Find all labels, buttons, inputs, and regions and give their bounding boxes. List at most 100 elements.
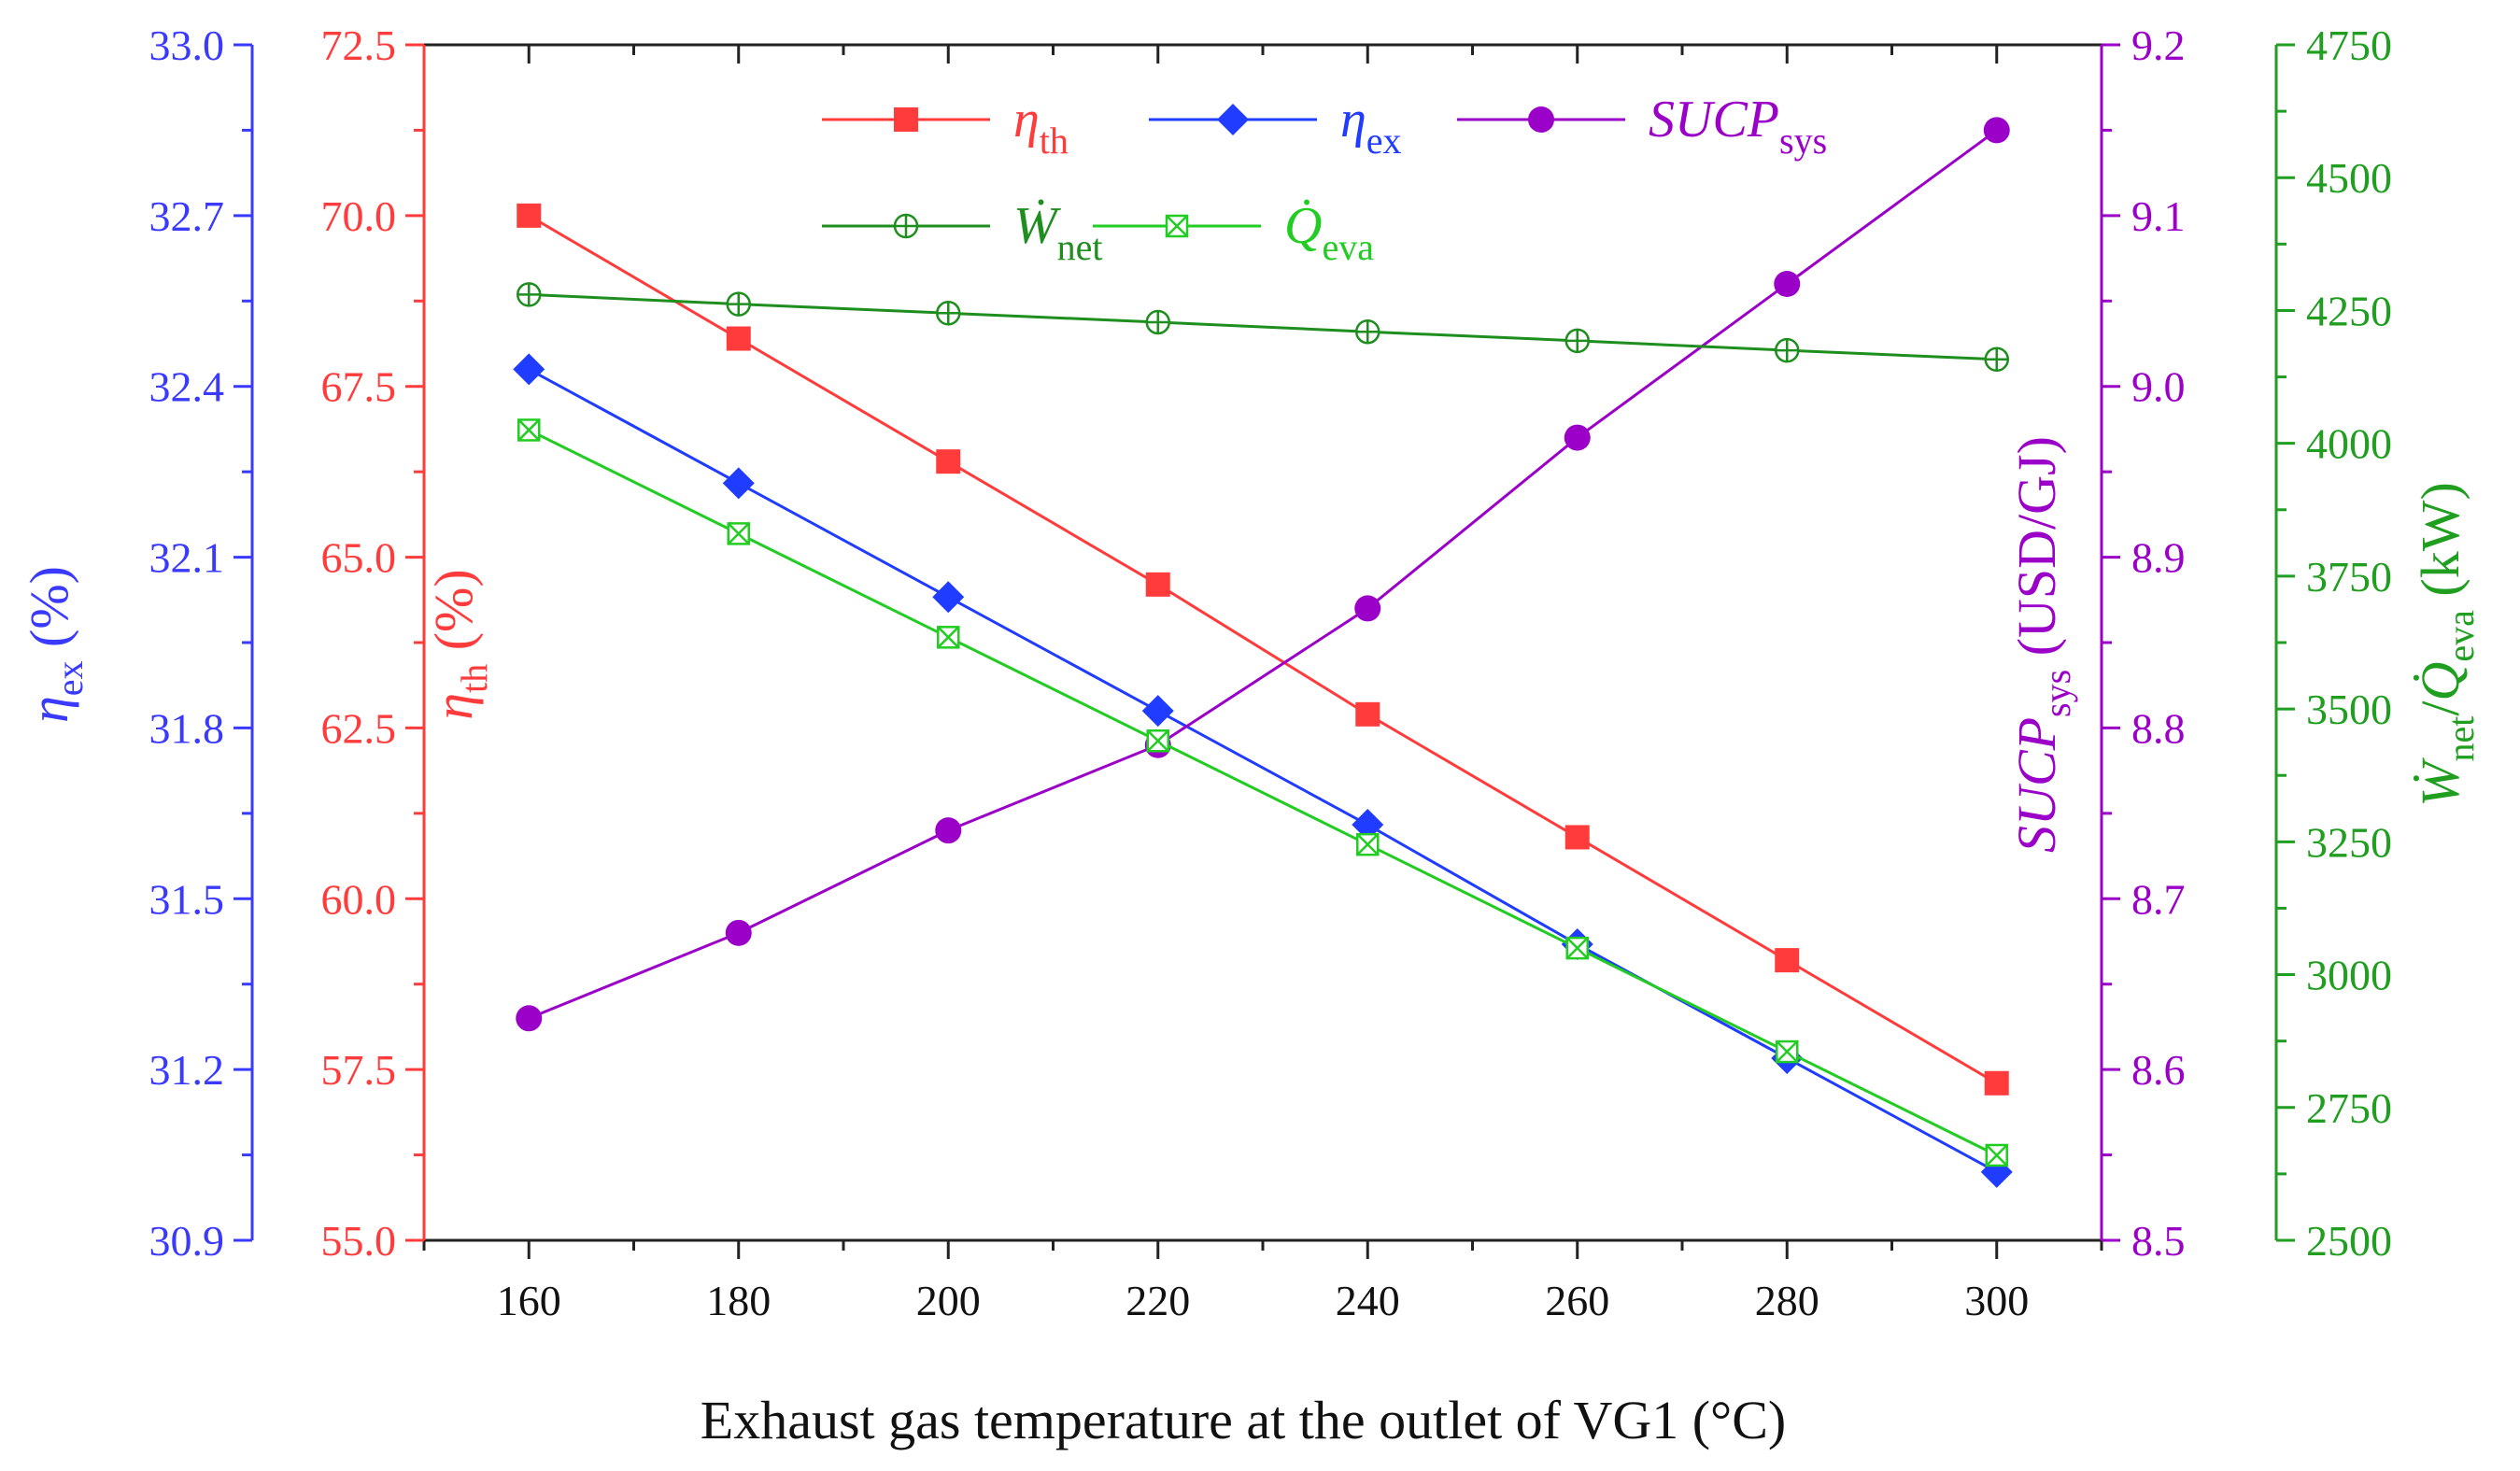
eta_ex-tick-label: 32.1: [149, 534, 225, 582]
sucp-axis-title: SUCPsys (USD/GJ): [2006, 436, 2078, 853]
data-point: [932, 581, 965, 614]
power-axis-title: Ẇnet/Q̇eva (kW): [2410, 482, 2482, 807]
data-point: [516, 1005, 543, 1032]
data-point: [1564, 328, 1590, 354]
sucp-tick-label: 8.9: [2131, 534, 2186, 582]
legend-marker: [1528, 106, 1554, 133]
data-point: [517, 418, 541, 442]
x-tick-label: 280: [1755, 1277, 1819, 1324]
eta_th-tick-label: 70.0: [321, 192, 397, 240]
sucp-tick-label: 9.1: [2131, 192, 2186, 240]
series-Q_eva: [517, 418, 2008, 1167]
eta_ex-tick-label: 32.7: [149, 192, 225, 240]
data-point: [1146, 728, 1169, 753]
series-η_ex: [513, 353, 2013, 1188]
power-tick-label: 4250: [2306, 287, 2392, 334]
sucp-tick-label: 9.0: [2131, 363, 2186, 411]
x-tick-label: 240: [1336, 1277, 1400, 1324]
series-line: [528, 368, 1998, 1174]
legend-item: ηth: [822, 91, 1069, 162]
power-tick-label: 4500: [2306, 154, 2392, 202]
data-point: [936, 449, 961, 474]
legend-label: SUCPsys: [1649, 91, 1827, 162]
data-point: [726, 291, 751, 317]
data-point: [1776, 1040, 1799, 1064]
axes: 160 180 200 220 240 260 280 300 30.9 31.2 31.5 31.8…: [19, 21, 2482, 1324]
x-axis-title: Exhaust gas temperature at the outlet of…: [701, 1390, 1786, 1450]
series-SUCP_sys: [516, 117, 2010, 1032]
eta_ex-tick-label: 32.4: [149, 363, 225, 411]
x-tick-label: 220: [1126, 1277, 1190, 1324]
data-point: [727, 522, 750, 545]
eta_ex-tick-label: 33.0: [149, 21, 225, 69]
legend-label: ηth: [1013, 91, 1069, 162]
data-point: [1775, 337, 1800, 363]
data-point: [1356, 832, 1380, 856]
eta_th-tick-label: 62.5: [321, 704, 397, 752]
power-tick-label: 3250: [2306, 818, 2392, 866]
eta_th-axis-title: ηth (%): [423, 569, 495, 719]
legend-item: ηex: [1149, 91, 1402, 162]
eta_th-tick-label: 67.5: [321, 363, 397, 411]
data-point: [1984, 347, 2009, 373]
eta_th-tick-label: 55.0: [321, 1217, 397, 1265]
data-point: [1775, 948, 1800, 973]
data-point: [517, 203, 542, 228]
data-point: [1145, 309, 1170, 335]
eta_ex-tick-label: 30.9: [149, 1217, 225, 1265]
x-tick-label: 200: [916, 1277, 981, 1324]
legend-label: Ẇnet: [1013, 197, 1103, 268]
data-point: [513, 353, 545, 386]
data-point: [1564, 424, 1591, 451]
series-η_th: [517, 203, 2009, 1096]
power-tick-label: 4750: [2306, 21, 2392, 69]
data-point: [517, 282, 542, 307]
eta_th-tick-label: 57.5: [321, 1046, 397, 1094]
legend-item: Ẇnet: [822, 197, 1103, 268]
sucp-tick-label: 8.8: [2131, 704, 2186, 752]
data-point: [722, 467, 755, 500]
sucp-tick-label: 8.5: [2131, 1217, 2186, 1265]
data-point: [726, 326, 751, 351]
data-point: [1984, 1070, 2009, 1096]
sucp-tick-label: 8.6: [2131, 1046, 2186, 1094]
data-point: [1355, 701, 1380, 727]
eta_ex-tick-label: 31.8: [149, 704, 225, 752]
data-point: [725, 919, 752, 946]
data-point: [937, 626, 960, 649]
data-point: [1564, 825, 1590, 850]
sucp-tick-label: 9.2: [2131, 21, 2186, 69]
legend-marker: [893, 213, 919, 239]
data-point: [1983, 117, 2010, 144]
series-line: [529, 292, 1997, 361]
series-line: [528, 129, 1998, 1020]
legend-marker: [894, 107, 918, 132]
eta_ex-axis-title: ηex (%): [19, 566, 91, 723]
legend-label: ηex: [1340, 91, 1402, 162]
data-point: [936, 301, 961, 326]
eta_ex-tick-label: 31.5: [149, 875, 225, 923]
data-point: [1355, 318, 1380, 345]
power-tick-label: 2750: [2306, 1084, 2392, 1132]
eta_ex-tick-label: 31.2: [149, 1046, 225, 1094]
legend: ηth ηex SUCPsys Ẇnet Q̇eva: [822, 91, 1827, 268]
data-point: [1352, 809, 1384, 842]
series-line: [528, 429, 1998, 1157]
data-point: [1145, 572, 1170, 597]
legend-item: SUCPsys: [1457, 91, 1827, 162]
power-tick-label: 3000: [2306, 952, 2392, 999]
legend-item: Q̇eva: [1093, 197, 1374, 268]
plot-area: [424, 43, 2102, 1242]
series-layer: [513, 117, 2013, 1188]
power-tick-label: 2500: [2306, 1217, 2392, 1265]
data-point: [1565, 936, 1589, 960]
sucp-tick-label: 8.7: [2131, 875, 2186, 923]
legend-marker: [1165, 214, 1189, 238]
legend-label: Q̇eva: [1284, 197, 1374, 268]
data-point: [935, 817, 962, 844]
x-tick-label: 160: [497, 1277, 561, 1324]
data-point: [1354, 595, 1381, 622]
eta_th-tick-label: 72.5: [321, 21, 397, 69]
data-point: [1141, 695, 1174, 728]
